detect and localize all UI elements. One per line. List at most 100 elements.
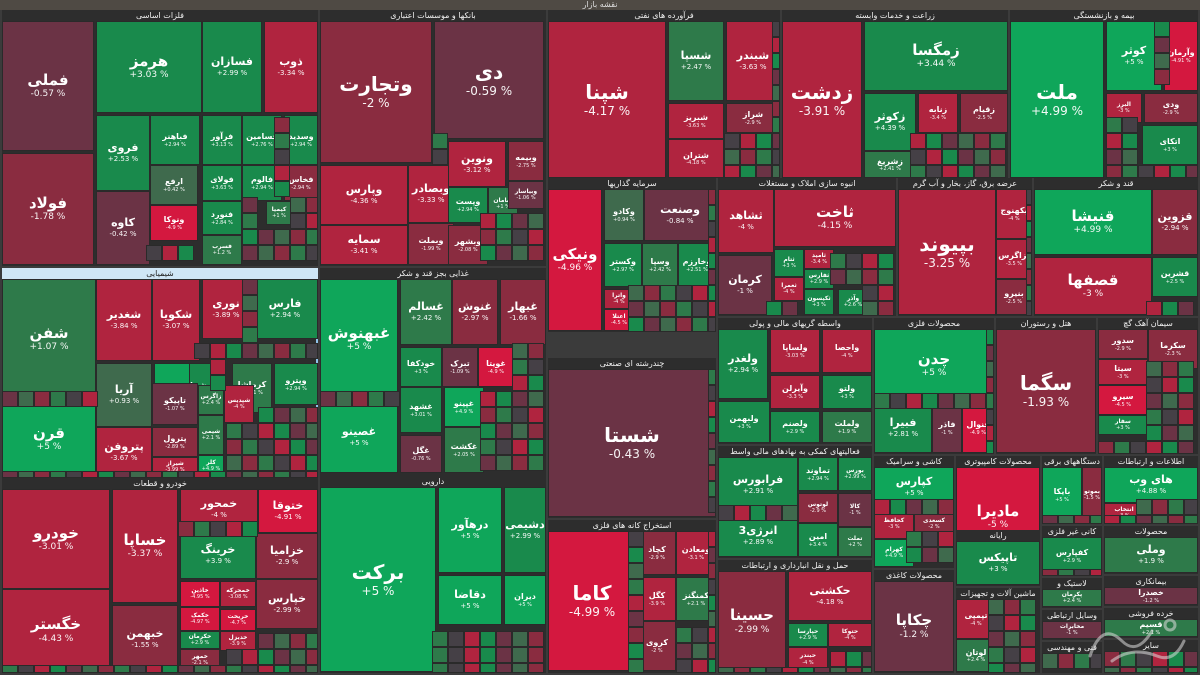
minor-symbol-tile[interactable]	[772, 37, 780, 53]
minor-symbol-tile[interactable]	[1026, 253, 1032, 269]
symbol-tile[interactable]: ولغدر +2.94 %	[718, 329, 768, 399]
minor-symbol-tile[interactable]	[290, 649, 306, 665]
symbol-tile[interactable]: شغدیر -3.84 %	[96, 279, 152, 361]
symbol-tile[interactable]: پترول -2.89 %	[152, 427, 198, 457]
minor-symbol-tile[interactable]	[958, 149, 974, 165]
symbol-tile[interactable]: خاذین -4.95 %	[180, 581, 220, 607]
symbol-tile[interactable]: ثکیسون +3 %	[804, 289, 834, 315]
minor-symbol-tile[interactable]	[938, 531, 954, 547]
minor-symbol-tile[interactable]	[926, 133, 942, 149]
minor-symbol-tile[interactable]	[628, 627, 644, 643]
minor-symbol-tile[interactable]	[1154, 21, 1170, 37]
minor-symbol-tile[interactable]	[274, 633, 290, 649]
minor-symbol-tile[interactable]	[1138, 165, 1154, 178]
minor-symbol-tile[interactable]	[878, 269, 894, 285]
minor-symbol-tile[interactable]	[1168, 499, 1184, 515]
symbol-tile[interactable]: وآیرلن -3.3 %	[770, 375, 820, 409]
minor-symbol-tile[interactable]	[740, 165, 756, 178]
minor-symbol-tile[interactable]	[432, 631, 448, 647]
minor-symbol-tile[interactable]	[772, 133, 780, 149]
minor-symbol-tile[interactable]	[708, 481, 716, 497]
minor-symbol-tile[interactable]	[628, 317, 644, 332]
sector-group[interactable]: غذایی بجز قند و شکر غبهنوش +5 % غصینو +5 % غس…	[320, 268, 546, 476]
minor-symbol-tile[interactable]	[512, 245, 528, 261]
minor-symbol-tile[interactable]	[1020, 647, 1036, 663]
minor-symbol-tile[interactable]	[922, 531, 938, 547]
symbol-tile[interactable]: فاذر -1 %	[932, 403, 962, 453]
minor-symbol-tile[interactable]	[480, 229, 496, 245]
minor-symbol-tile[interactable]	[448, 647, 464, 663]
sector-group[interactable]: بیمانکاری خصدرا -1.2 %	[1104, 576, 1198, 606]
symbol-tile[interactable]: فرآور +3.13 %	[202, 115, 242, 165]
minor-symbol-tile[interactable]	[528, 213, 544, 229]
minor-symbol-tile[interactable]	[432, 133, 448, 149]
minor-symbol-tile[interactable]	[18, 665, 34, 673]
minor-symbol-tile[interactable]	[708, 547, 716, 563]
minor-symbol-tile[interactable]	[352, 391, 368, 407]
minor-symbol-tile[interactable]	[922, 499, 938, 515]
sector-group[interactable]: حمل و نقل انبارداری و ارتباطات حسینا -2.99…	[718, 560, 872, 673]
minor-symbol-tile[interactable]	[50, 391, 66, 407]
minor-symbol-tile[interactable]	[708, 531, 716, 547]
minor-symbol-tile[interactable]	[528, 359, 544, 375]
symbol-tile[interactable]: غبهنوش +5 %	[320, 279, 398, 399]
minor-symbol-tile[interactable]	[906, 499, 922, 515]
minor-symbol-tile[interactable]	[210, 471, 226, 478]
minor-symbol-tile[interactable]	[1168, 515, 1184, 524]
minor-symbol-tile[interactable]	[1184, 667, 1198, 673]
minor-symbol-tile[interactable]	[628, 595, 644, 611]
minor-symbol-tile[interactable]	[480, 439, 496, 455]
minor-symbol-tile[interactable]	[384, 391, 400, 407]
minor-symbol-tile[interactable]	[1178, 301, 1194, 316]
minor-symbol-tile[interactable]	[814, 667, 830, 673]
minor-symbol-tile[interactable]	[258, 245, 274, 261]
minor-symbol-tile[interactable]	[242, 439, 258, 455]
symbol-tile[interactable]: پتروفن -3.67 %	[96, 427, 152, 477]
minor-symbol-tile[interactable]	[306, 423, 318, 439]
sector-group[interactable]: لاستیک و پکرمان +2.4 %	[1042, 578, 1102, 608]
sector-group[interactable]: هتل و رستوران سگما -1.93 %	[996, 318, 1096, 454]
minor-symbol-tile[interactable]	[496, 647, 512, 663]
symbol-tile[interactable]: فسازان +2.99 %	[202, 21, 262, 113]
minor-symbol-tile[interactable]	[274, 407, 290, 423]
sector-group[interactable]: خودرو و قطعات خودرو -3.01 % خگستر -4.43 % خسا…	[2, 478, 318, 673]
symbol-tile[interactable]: قصفها -3 %	[1034, 257, 1152, 315]
minor-symbol-tile[interactable]	[862, 651, 872, 667]
minor-symbol-tile[interactable]	[210, 359, 226, 375]
minor-symbol-tile[interactable]	[676, 643, 692, 659]
minor-symbol-tile[interactable]	[258, 423, 274, 439]
minor-symbol-tile[interactable]	[1146, 361, 1162, 377]
symbol-tile[interactable]: کچاد -2.9 %	[638, 531, 676, 575]
minor-symbol-tile[interactable]	[512, 359, 528, 375]
minor-symbol-tile[interactable]	[1074, 515, 1090, 524]
minor-symbol-tile[interactable]	[1004, 663, 1020, 673]
symbol-tile[interactable]: شپدیس -4 %	[224, 385, 254, 423]
minor-symbol-tile[interactable]	[528, 375, 544, 391]
minor-symbol-tile[interactable]	[708, 595, 716, 611]
minor-symbol-tile[interactable]	[258, 649, 274, 665]
symbol-tile[interactable]: ولساپا -3.03 %	[770, 329, 820, 373]
minor-symbol-tile[interactable]	[910, 133, 926, 149]
minor-symbol-tile[interactable]	[34, 391, 50, 407]
sector-group[interactable]: کاشی و سرامیک کپارس +5 % کحافظ -3 % کهرام +4.9…	[874, 456, 954, 568]
symbol-tile[interactable]: وملی +1.9 %	[1104, 537, 1198, 573]
symbol-tile[interactable]: کرمان -1 %	[718, 255, 772, 315]
minor-symbol-tile[interactable]	[1106, 165, 1122, 178]
minor-symbol-tile[interactable]	[528, 245, 544, 261]
minor-symbol-tile[interactable]	[306, 245, 318, 261]
minor-symbol-tile[interactable]	[1136, 515, 1152, 524]
minor-symbol-tile[interactable]	[258, 343, 274, 359]
symbol-tile[interactable]: فسرب +1.2 %	[202, 235, 242, 265]
minor-symbol-tile[interactable]	[772, 101, 780, 117]
sector-group[interactable]: سیمان آهک گچ سدور -2.9 % سیتا -3 % سیرو -4.5 %…	[1098, 318, 1198, 454]
symbol-tile[interactable]: چدن +5 %	[874, 329, 994, 401]
symbol-tile[interactable]: ارفع +0.42 %	[150, 165, 198, 205]
minor-symbol-tile[interactable]	[290, 213, 306, 229]
minor-symbol-tile[interactable]	[448, 663, 464, 673]
minor-symbol-tile[interactable]	[756, 149, 772, 165]
minor-symbol-tile[interactable]	[1004, 599, 1020, 615]
minor-symbol-tile[interactable]	[1162, 377, 1178, 393]
minor-symbol-tile[interactable]	[226, 665, 242, 673]
minor-symbol-tile[interactable]	[162, 471, 178, 478]
symbol-tile[interactable]: شسپا +2.47 %	[668, 21, 724, 101]
